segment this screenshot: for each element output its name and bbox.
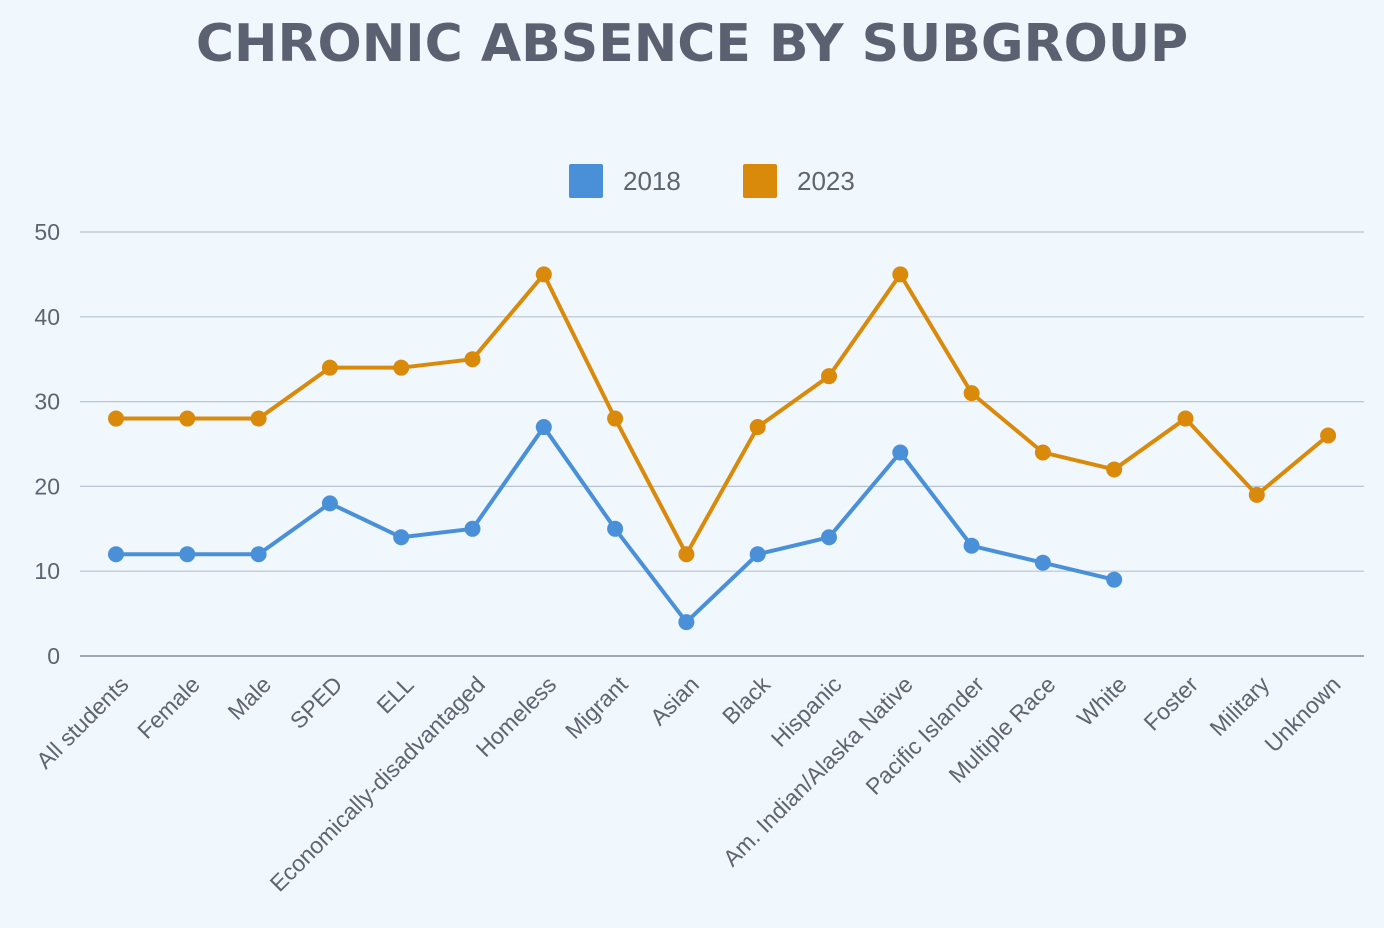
- x-tick-label: Asian: [645, 671, 704, 730]
- data-point[interactable]: [1177, 410, 1194, 427]
- legend-item-2018[interactable]: 2018: [569, 164, 681, 198]
- x-tick-label: White: [1072, 671, 1132, 731]
- data-point[interactable]: [464, 520, 481, 537]
- data-point[interactable]: [535, 419, 552, 436]
- y-tick-label: 0: [47, 643, 60, 669]
- data-point[interactable]: [749, 419, 766, 436]
- data-point[interactable]: [607, 410, 624, 427]
- data-point[interactable]: [821, 368, 837, 385]
- grid-lines: [80, 231, 1364, 572]
- data-point[interactable]: [1106, 461, 1123, 478]
- y-tick-label: 10: [34, 558, 60, 584]
- legend-item-2023[interactable]: 2023: [743, 164, 855, 198]
- data-point[interactable]: [678, 614, 695, 631]
- x-tick-label: Black: [717, 671, 776, 730]
- data-point[interactable]: [108, 410, 124, 427]
- data-point[interactable]: [1106, 571, 1123, 588]
- legend[interactable]: 2018 2023: [569, 164, 855, 198]
- y-tick-label: 20: [34, 473, 60, 499]
- data-point[interactable]: [1034, 444, 1051, 461]
- data-point[interactable]: [535, 266, 552, 283]
- data-point[interactable]: [1034, 554, 1051, 571]
- data-point[interactable]: [1248, 486, 1265, 503]
- data-point[interactable]: [749, 546, 766, 563]
- y-axis: 0 10 20 30 40 50: [34, 219, 60, 669]
- data-point[interactable]: [678, 546, 695, 563]
- data-point[interactable]: [963, 537, 980, 554]
- x-tick-label: Foster: [1139, 671, 1204, 736]
- data-point[interactable]: [1320, 427, 1337, 444]
- x-tick-label: ELL: [371, 671, 418, 718]
- series-line: [114, 272, 1331, 557]
- series-layer: [108, 266, 1337, 631]
- legend-swatch: [743, 164, 777, 198]
- x-tick-label: Male: [222, 671, 276, 725]
- x-tick-label: Migrant: [560, 671, 633, 744]
- x-tick-label: SPED: [285, 671, 348, 734]
- data-point[interactable]: [393, 529, 410, 546]
- data-point[interactable]: [393, 359, 410, 376]
- chart-title: CHRONIC ABSENCE BY SUBGROUP: [195, 14, 1189, 74]
- x-tick-label: Unknown: [1259, 671, 1345, 757]
- legend-label: 2018: [623, 166, 681, 196]
- data-point[interactable]: [179, 410, 196, 427]
- data-point[interactable]: [250, 410, 267, 427]
- data-point[interactable]: [321, 359, 338, 376]
- y-tick-label: 30: [34, 389, 60, 415]
- data-point[interactable]: [321, 495, 338, 512]
- legend-swatch: [569, 164, 603, 198]
- data-point[interactable]: [821, 529, 837, 546]
- legend-label: 2023: [797, 166, 855, 196]
- x-tick-label: All students: [31, 671, 133, 773]
- y-tick-label: 40: [34, 304, 60, 330]
- data-point[interactable]: [607, 520, 624, 537]
- y-tick-label: 50: [34, 219, 60, 245]
- x-tick-label: Military: [1204, 671, 1274, 741]
- series-2023: [108, 266, 1337, 563]
- x-tick-label: Female: [132, 671, 205, 744]
- data-point[interactable]: [108, 546, 124, 563]
- series-2018: [108, 419, 1123, 631]
- data-point[interactable]: [250, 546, 267, 563]
- data-point[interactable]: [892, 266, 909, 283]
- data-point[interactable]: [892, 444, 909, 461]
- data-point[interactable]: [464, 351, 481, 368]
- data-point[interactable]: [179, 546, 196, 563]
- data-point[interactable]: [963, 385, 980, 402]
